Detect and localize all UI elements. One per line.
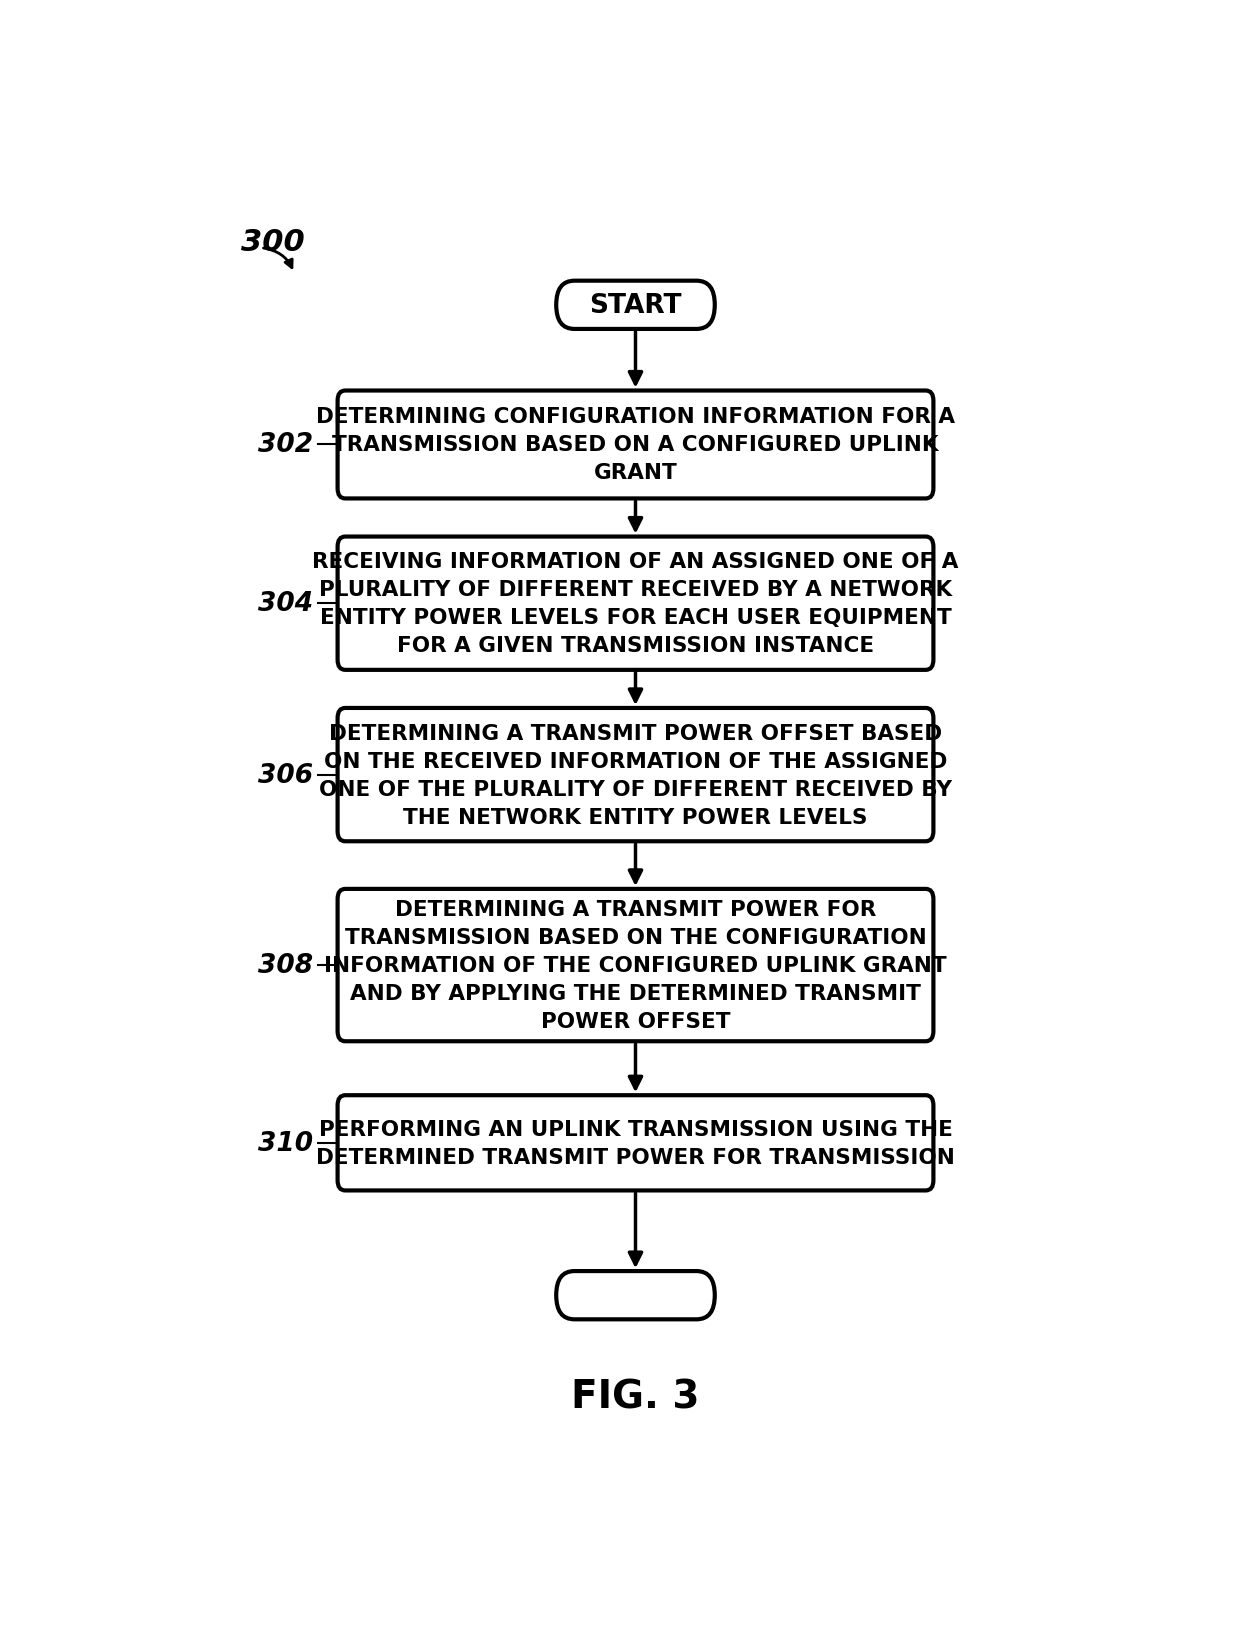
Text: DETERMINING A TRANSMIT POWER OFFSET BASED
ON THE RECEIVED INFORMATION OF THE ASS: DETERMINING A TRANSMIT POWER OFFSET BASE… — [319, 723, 952, 827]
Text: 304: 304 — [258, 592, 314, 616]
FancyBboxPatch shape — [337, 890, 934, 1042]
Text: 308: 308 — [258, 953, 314, 979]
Text: 302: 302 — [258, 432, 314, 458]
Text: 306: 306 — [258, 761, 314, 788]
Text: FIG. 3: FIG. 3 — [572, 1378, 699, 1416]
Text: DETERMINING CONFIGURATION INFORMATION FOR A
TRANSMISSION BASED ON A CONFIGURED U: DETERMINING CONFIGURATION INFORMATION FO… — [316, 407, 955, 483]
FancyBboxPatch shape — [337, 1096, 934, 1192]
Text: RECEIVING INFORMATION OF AN ASSIGNED ONE OF A
PLURALITY OF DIFFERENT RECEIVED BY: RECEIVING INFORMATION OF AN ASSIGNED ONE… — [312, 552, 959, 656]
FancyBboxPatch shape — [337, 391, 934, 499]
Text: START: START — [589, 293, 682, 318]
Text: PERFORMING AN UPLINK TRANSMISSION USING THE
DETERMINED TRANSMIT POWER FOR TRANSM: PERFORMING AN UPLINK TRANSMISSION USING … — [316, 1119, 955, 1167]
FancyBboxPatch shape — [337, 537, 934, 671]
Text: 310: 310 — [258, 1131, 314, 1157]
FancyBboxPatch shape — [557, 282, 714, 330]
FancyBboxPatch shape — [337, 709, 934, 842]
FancyBboxPatch shape — [557, 1271, 714, 1320]
Text: 300: 300 — [242, 227, 305, 257]
Text: DETERMINING A TRANSMIT POWER FOR
TRANSMISSION BASED ON THE CONFIGURATION
INFORMA: DETERMINING A TRANSMIT POWER FOR TRANSMI… — [324, 900, 947, 1032]
